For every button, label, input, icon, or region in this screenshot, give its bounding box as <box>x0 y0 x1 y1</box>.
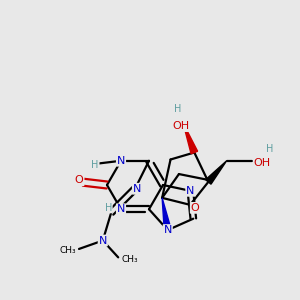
Text: OH: OH <box>254 158 271 168</box>
Text: H: H <box>174 104 182 114</box>
Text: N: N <box>117 156 125 166</box>
Text: N: N <box>99 236 107 246</box>
Text: OH: OH <box>172 121 190 131</box>
Text: N: N <box>133 184 141 194</box>
Polygon shape <box>183 123 198 154</box>
Text: N: N <box>164 225 172 235</box>
Polygon shape <box>206 161 226 184</box>
Text: O: O <box>191 203 200 213</box>
Text: O: O <box>75 175 84 185</box>
Text: H: H <box>104 202 112 213</box>
Text: H: H <box>266 144 273 154</box>
Text: N: N <box>186 186 195 196</box>
Polygon shape <box>162 198 171 231</box>
Text: N: N <box>117 204 125 214</box>
Text: CH₃: CH₃ <box>121 255 138 264</box>
Text: H: H <box>92 160 99 170</box>
Text: CH₃: CH₃ <box>59 247 76 256</box>
